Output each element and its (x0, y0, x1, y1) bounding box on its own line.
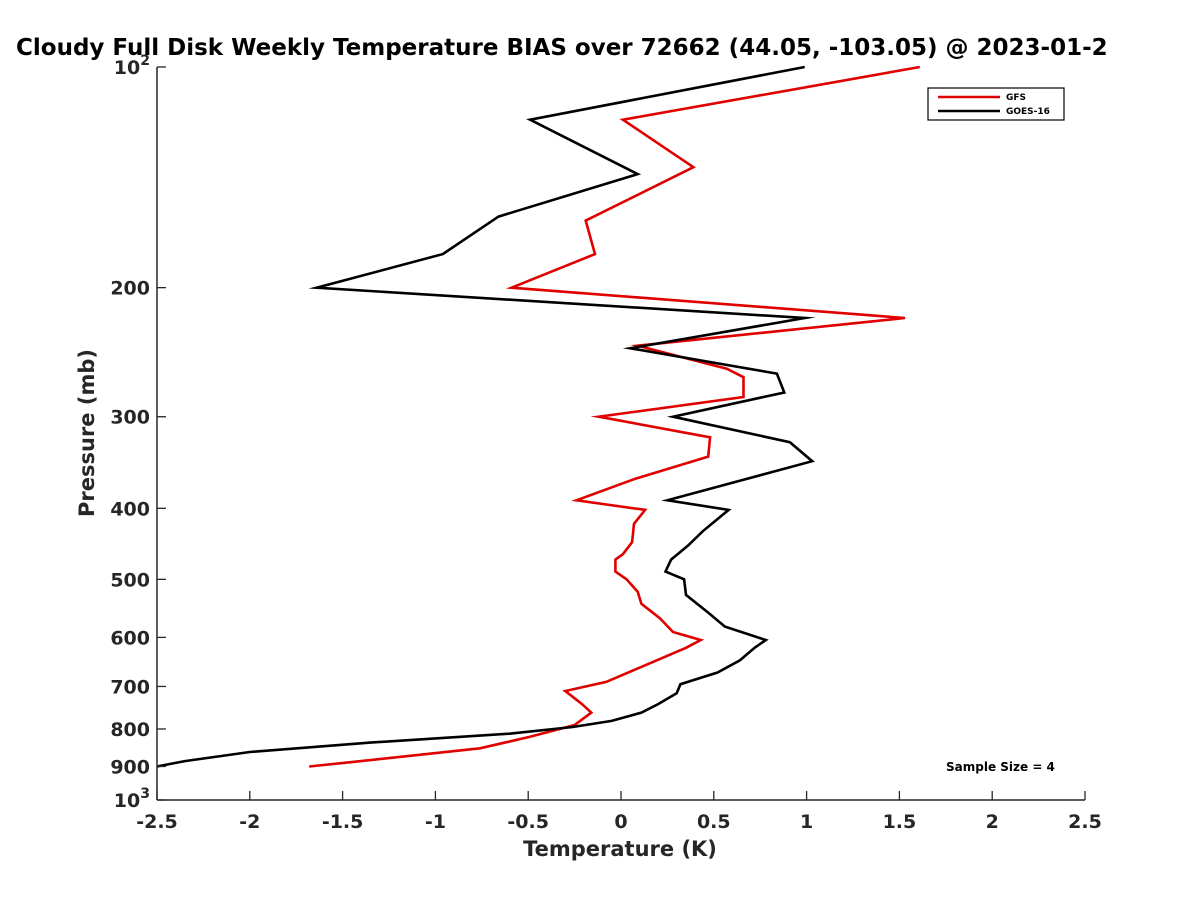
legend-box (927, 87, 1065, 121)
x-tick-label: -0.5 (507, 811, 549, 833)
y-tick-label: 900 (110, 756, 150, 778)
y-tick-label: 300 (110, 407, 150, 429)
x-tick-label: -2 (239, 811, 260, 833)
y-tick-label-exponent: 2 (140, 53, 150, 69)
x-tick-label: -1 (425, 811, 446, 833)
y-tick-label: 600 (110, 627, 150, 649)
x-tick-label: 1 (800, 811, 813, 833)
legend: GFS GOES-16 (927, 87, 1065, 121)
x-tick-label: 2 (986, 811, 999, 833)
x-tick-label: 2.5 (1068, 811, 1102, 833)
series-layer (156, 65, 921, 768)
x-tick-label: -1.5 (322, 811, 364, 833)
y-tick-label: 800 (110, 719, 150, 741)
chart-title: Cloudy Full Disk Weekly Temperature BIAS… (16, 35, 1108, 61)
y-tick-label: 400 (110, 498, 150, 520)
axes-layer: -2.5 -2 -1.5 -1 -0.5 0 0.5 1 1.5 2 2.5102200300400… (110, 53, 1102, 833)
y-tick-label-base: 10 (114, 790, 140, 812)
series-line-goes-16 (156, 65, 816, 768)
y-tick-label: 700 (110, 676, 150, 698)
y-tick-label: 102 (114, 53, 150, 79)
y-tick-label-exponent: 3 (140, 786, 150, 802)
x-tick-label: 1.5 (883, 811, 917, 833)
series-line-gfs (309, 65, 921, 768)
x-tick-label: 0.5 (697, 811, 731, 833)
legend-label-goes-16: GOES-16 (1006, 107, 1050, 117)
y-axis-label: Pressure (mb) (75, 349, 99, 517)
y-tick-label: 500 (110, 569, 150, 591)
legend-label-gfs: GFS (1006, 93, 1026, 103)
y-tick-label: 200 (110, 278, 150, 300)
x-axis-label: Temperature (K) (523, 837, 717, 861)
y-tick-label-base: 10 (114, 57, 140, 79)
x-tick-label: -2.5 (136, 811, 178, 833)
sample-size-annotation: Sample Size = 4 (946, 760, 1055, 774)
y-tick-label: 103 (114, 786, 150, 812)
x-tick-label: 0 (614, 811, 627, 833)
